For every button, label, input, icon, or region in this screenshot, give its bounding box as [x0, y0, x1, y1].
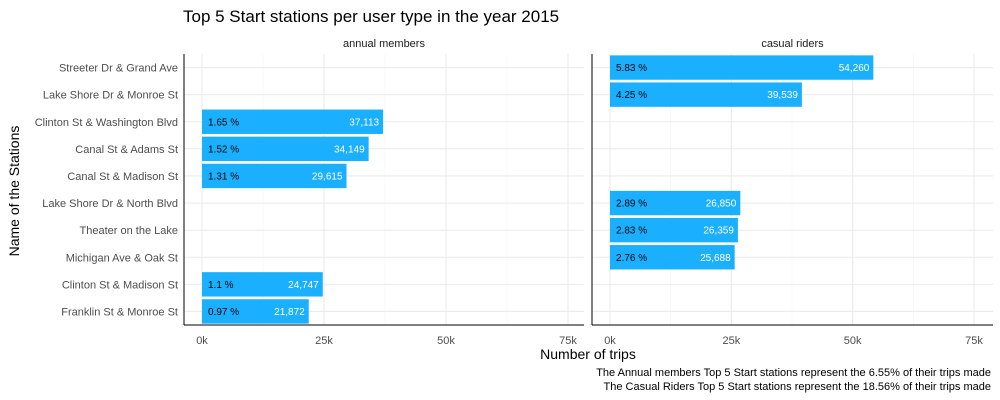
y-tick-label: Streeter Dr & Grand Ave: [59, 63, 178, 75]
x-tick-label: 50k: [437, 335, 455, 347]
x-tick-label: 75k: [965, 335, 983, 347]
value-label: 26,850: [706, 199, 737, 210]
pct-label: 0.97 %: [208, 307, 239, 318]
value-label: 37,113: [349, 117, 379, 128]
pct-label: 2.83 %: [616, 226, 647, 237]
facet-label-casual-riders: casual riders: [761, 38, 824, 50]
x-tick-label: 50k: [844, 335, 862, 347]
pct-label: 5.83 %: [616, 63, 647, 74]
plot-layer: annual members 1.65 % 37,113 1.52 % 34,149 1.…: [35, 38, 993, 347]
value-label: 34,149: [334, 144, 365, 155]
y-tick-label: Canal St & Adams St: [75, 144, 178, 156]
value-label: 39,539: [767, 90, 798, 101]
bar-annual-members-franklin-st-monroe-st[interactable]: [202, 299, 309, 324]
caption-line-2: The Casual Riders Top 5 Start stations r…: [604, 381, 991, 393]
value-label: 29,615: [312, 171, 343, 182]
pct-label: 2.89 %: [616, 199, 647, 210]
caption-line-1: The Annual members Top 5 Start stations …: [596, 367, 991, 379]
bar-casual-riders-michigan-ave-oak-st[interactable]: [610, 245, 735, 270]
pct-label: 2.76 %: [616, 253, 647, 264]
y-tick-label: Lake Shore Dr & North Blvd: [42, 198, 178, 210]
x-tick-label: 75k: [559, 335, 577, 347]
pct-label: 4.25 %: [616, 90, 647, 101]
bar-annual-members-canal-st-madison-st[interactable]: [202, 163, 347, 189]
y-tick-label: Canal St & Madison St: [67, 171, 178, 183]
x-tick-label: 25k: [315, 335, 333, 347]
y-tick-label: Theater on the Lake: [80, 225, 178, 237]
x-tick-label: 25k: [722, 335, 740, 347]
x-tick-label: 0k: [196, 335, 208, 347]
bar-casual-riders-streeter-dr-grand-ave[interactable]: [610, 55, 874, 80]
value-label: 25,688: [700, 253, 731, 264]
y-tick-label: Lake Shore Dr & Monroe St: [43, 90, 178, 102]
y-tick-label: Michigan Ave & Oak St: [66, 252, 178, 264]
bar-casual-riders-theater-on-the-lake[interactable]: [610, 217, 738, 243]
value-label: 54,260: [839, 63, 870, 74]
pct-label: 1.65 %: [208, 117, 239, 128]
facet-label-annual-members: annual members: [343, 38, 425, 50]
y-axis-title: Name of the Stations: [6, 126, 22, 257]
y-tick-label: Clinton St & Madison St: [62, 279, 178, 291]
y-tick-label: Clinton St & Washington Blvd: [35, 117, 178, 129]
bar-casual-riders-lake-shore-dr-north-blvd[interactable]: [610, 190, 741, 216]
value-label: 24,747: [288, 280, 319, 291]
x-tick-label: 0k: [604, 335, 616, 347]
value-label: 26,359: [703, 226, 734, 237]
pct-label: 1.52 %: [208, 144, 239, 155]
bar-casual-riders-lake-shore-dr-monroe-st[interactable]: [610, 82, 802, 107]
bar-annual-members-clinton-st-madison-st[interactable]: [202, 272, 323, 297]
pct-label: 1.31 %: [208, 171, 239, 182]
pct-label: 1.1 %: [208, 280, 234, 291]
bar-annual-members-clinton-st-washington-blvd[interactable]: [202, 109, 384, 134]
y-tick-label: Franklin St & Monroe St: [61, 306, 178, 318]
bar-annual-members-canal-st-adams-st[interactable]: [202, 136, 369, 162]
x-axis-title: Number of trips: [540, 346, 636, 362]
chart-title: Top 5 Start stations per user type in th…: [183, 7, 559, 26]
value-label: 21,872: [274, 307, 305, 318]
